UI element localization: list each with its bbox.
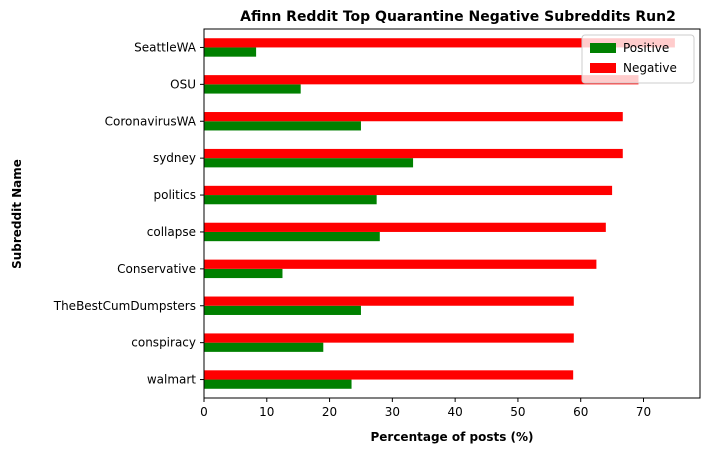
bar-negative-politics [204, 185, 613, 196]
legend-swatch-positive [590, 43, 616, 53]
legend-label-negative: Negative [623, 61, 677, 75]
bar-positive-conspiracy [204, 342, 324, 352]
x-tick-label: 70 [636, 405, 651, 419]
y-tick-label: walmart [147, 373, 196, 387]
x-tick-label: 10 [259, 405, 274, 419]
y-tick-label: sydney [153, 151, 196, 165]
x-tick-label: 60 [573, 405, 588, 419]
x-tick-label: 40 [447, 405, 462, 419]
legend-swatch-negative [590, 63, 616, 73]
y-axis-label: Subreddit Name [10, 159, 24, 269]
bar-negative-Conservative [204, 259, 597, 269]
bar-negative-SeattleWA [204, 38, 675, 48]
bar-positive-sydney [204, 158, 414, 168]
legend-label-positive: Positive [623, 41, 669, 55]
y-tick-label: SeattleWA [134, 40, 197, 54]
y-tick-label: OSU [170, 77, 196, 91]
bar-negative-collapse [204, 222, 606, 232]
bar-positive-SeattleWA [204, 47, 257, 57]
plot-area: SeattleWA OSU CoronavirusWA sydney politics c… [53, 28, 701, 419]
bar-positive-OSU [204, 84, 301, 94]
y-tick-label: politics [153, 188, 196, 202]
bar-negative-conspiracy [204, 333, 574, 343]
bar-positive-collapse [204, 231, 380, 242]
x-tick-label: 0 [200, 405, 208, 419]
y-tick-label: TheBestCumDumpsters [53, 299, 196, 313]
bar-negative-sydney [204, 148, 623, 159]
x-tick-label: 20 [322, 405, 337, 419]
bar-positive-politics [204, 195, 377, 205]
legend: Positive Negative [581, 34, 695, 84]
x-axis-label: Percentage of posts (%) [370, 430, 533, 444]
bar-positive-CoronavirusWA [204, 121, 361, 131]
plot-frame [203, 28, 701, 399]
bar-negative-OSU [204, 75, 639, 85]
y-tick-label: collapse [147, 225, 196, 239]
bar-negative-walmart [204, 370, 574, 380]
bar-positive-walmart [204, 379, 352, 389]
bar-positive-Conservative [204, 268, 283, 279]
chart-title: Afinn Reddit Top Quarantine Negative Sub… [240, 9, 676, 25]
bar-positive-TheBestCumDumpsters [204, 305, 361, 315]
x-tick-label: 50 [510, 405, 525, 419]
y-tick-label: Conservative [117, 262, 196, 276]
bar-negative-TheBestCumDumpsters [204, 296, 574, 306]
y-tick-label: conspiracy [131, 336, 196, 350]
bar-negative-CoronavirusWA [204, 112, 623, 122]
y-tick-label: CoronavirusWA [105, 114, 197, 128]
x-tick-label: 30 [385, 405, 400, 419]
